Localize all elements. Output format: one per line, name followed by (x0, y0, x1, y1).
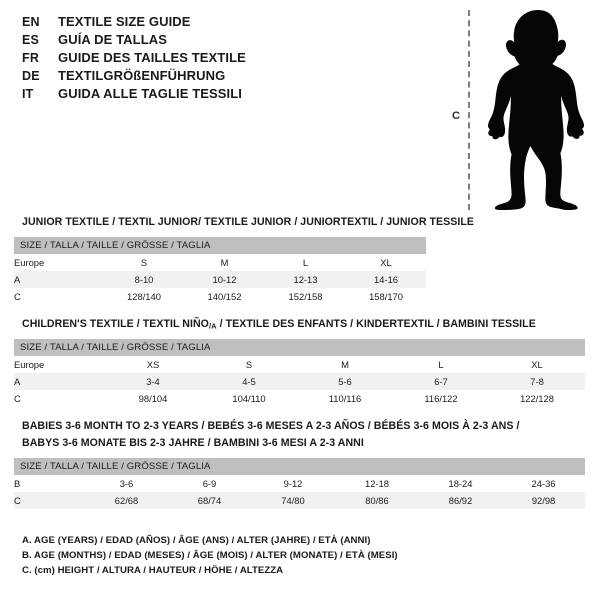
cell: M (184, 254, 265, 271)
footnote-a: A. AGE (YEARS) / EDAD (AÑOS) / ÂGE (ANS)… (22, 535, 371, 546)
cell: 80/86 (335, 492, 419, 509)
size-table-children: SIZE / TALLA / TAILLE / GRÖSSE / TAGLIA … (14, 339, 586, 407)
cell: 128/140 (104, 288, 184, 305)
cell: 98/104 (105, 390, 201, 407)
section-heading-babies-line2: BABYS 3-6 MONATE BIS 2-3 JAHRE / BAMBINI… (22, 437, 364, 449)
cell: S (201, 356, 297, 373)
cell: XL (346, 254, 427, 271)
language-code-es: ES (22, 33, 40, 47)
row-label: C (14, 390, 105, 407)
table-row: A 3-4 4-5 5-6 6-7 7-8 (14, 373, 586, 390)
cell: 6-9 (168, 475, 251, 492)
row-label: C (14, 288, 104, 305)
cell: XS (105, 356, 201, 373)
language-title-es: GUÍA DE TALLAS (58, 32, 168, 47)
cell: 14-16 (346, 271, 427, 288)
language-title-fr: GUIDE DES TAILLES TEXTILE (58, 50, 246, 65)
cell: 6-7 (393, 373, 489, 390)
cell: 10-12 (184, 271, 265, 288)
cell: 158/170 (346, 288, 427, 305)
size-table-junior: SIZE / TALLA / TAILLE / GRÖSSE / TAGLIA … (14, 237, 427, 305)
cell: 12-18 (335, 475, 419, 492)
cell: L (265, 254, 346, 271)
cell: 5-6 (297, 373, 393, 390)
cell: 122/128 (489, 390, 586, 407)
section-heading-children-main: CHILDREN'S TEXTILE / TEXTIL NIÑO (22, 318, 209, 330)
section-heading-children-tail: / TEXTILE DES ENFANTS / KINDERTEXTIL / B… (216, 318, 536, 330)
cell: 3-4 (105, 373, 201, 390)
cell: 7-8 (489, 373, 586, 390)
cell: 116/122 (393, 390, 489, 407)
language-code-fr: FR (22, 51, 40, 65)
language-title-en: TEXTILE SIZE GUIDE (58, 14, 191, 29)
language-title-block: EN TEXTILE SIZE GUIDE ES GUÍA DE TALLAS … (22, 13, 302, 103)
row-label: Europe (14, 356, 105, 373)
column-header-label: SIZE / TALLA / TAILLE / GRÖSSE / TAGLIA (14, 458, 586, 475)
cell: 4-5 (201, 373, 297, 390)
cell: 110/116 (297, 390, 393, 407)
footnote-b: B. AGE (MONTHS) / EDAD (MESES) / ÂGE (MO… (22, 550, 398, 561)
language-title-it: GUIDA ALLE TAGLIE TESSILI (58, 86, 243, 101)
cell: 152/158 (265, 288, 346, 305)
table-row: A 8-10 10-12 12-13 14-16 (14, 271, 427, 288)
table-row: C 128/140 140/152 152/158 158/170 (14, 288, 427, 305)
column-header-label: SIZE / TALLA / TAILLE / GRÖSSE / TAGLIA (14, 237, 427, 254)
row-label: A (14, 373, 105, 390)
cell: 68/74 (168, 492, 251, 509)
table-row: C 98/104 104/110 110/116 116/122 122/128 (14, 390, 586, 407)
size-table-babies: SIZE / TALLA / TAILLE / GRÖSSE / TAGLIA … (14, 458, 586, 509)
column-header-label: SIZE / TALLA / TAILLE / GRÖSSE / TAGLIA (14, 339, 586, 356)
row-label: B (14, 475, 85, 492)
cell: 74/80 (251, 492, 335, 509)
language-row-de: DE TEXTILGRÖßENFÜHRUNG (22, 67, 302, 85)
cell: 12-13 (265, 271, 346, 288)
cell: 18-24 (419, 475, 502, 492)
language-row-es: ES GUÍA DE TALLAS (22, 31, 302, 49)
cell: 3-6 (85, 475, 168, 492)
table-row: B 3-6 6-9 9-12 12-18 18-24 24-36 (14, 475, 586, 492)
language-code-de: DE (22, 69, 40, 83)
language-title-de: TEXTILGRÖßENFÜHRUNG (58, 68, 226, 83)
height-measure-dotted-line-icon (468, 10, 470, 210)
height-measurement-figure: C (440, 6, 598, 211)
section-heading-children-sub: /A (208, 321, 217, 331)
cell: M (297, 356, 393, 373)
table-row: C 62/68 68/74 74/80 80/86 86/92 92/98 (14, 492, 586, 509)
section-heading-children: CHILDREN'S TEXTILE / TEXTIL NIÑO/A / TEX… (22, 318, 536, 330)
cell: S (104, 254, 184, 271)
table-row: Europe S M L XL (14, 254, 427, 271)
cell: 9-12 (251, 475, 335, 492)
cell: 62/68 (85, 492, 168, 509)
table-header-row: SIZE / TALLA / TAILLE / GRÖSSE / TAGLIA (14, 339, 586, 356)
table-header-row: SIZE / TALLA / TAILLE / GRÖSSE / TAGLIA (14, 458, 586, 475)
table-row: Europe XS S M L XL (14, 356, 586, 373)
language-row-en: EN TEXTILE SIZE GUIDE (22, 13, 302, 31)
section-heading-junior: JUNIOR TEXTILE / TEXTIL JUNIOR/ TEXTILE … (22, 216, 475, 228)
section-heading-babies-line1: BABIES 3-6 MONTH TO 2-3 YEARS / BEBÉS 3-… (22, 420, 520, 432)
cell: L (393, 356, 489, 373)
child-silhouette-icon (488, 10, 584, 210)
language-row-fr: FR GUIDE DES TAILLES TEXTILE (22, 49, 302, 67)
cell: 104/110 (201, 390, 297, 407)
row-label: Europe (14, 254, 104, 271)
row-label: C (14, 492, 85, 509)
language-code-en: EN (22, 15, 40, 29)
cell: 86/92 (419, 492, 502, 509)
cell: 92/98 (502, 492, 586, 509)
cell: 24-36 (502, 475, 586, 492)
table-header-row: SIZE / TALLA / TAILLE / GRÖSSE / TAGLIA (14, 237, 427, 254)
cell: XL (489, 356, 586, 373)
footnotes-block: A. AGE (YEARS) / EDAD (AÑOS) / ÂGE (ANS)… (22, 533, 492, 578)
language-code-it: IT (22, 87, 34, 101)
language-row-it: IT GUIDA ALLE TAGLIE TESSILI (22, 85, 302, 103)
measure-label-c: C (452, 110, 460, 122)
cell: 8-10 (104, 271, 184, 288)
cell: 140/152 (184, 288, 265, 305)
row-label: A (14, 271, 104, 288)
footnote-c: C. (cm) HEIGHT / ALTURA / HAUTEUR / HÖHE… (22, 565, 284, 576)
